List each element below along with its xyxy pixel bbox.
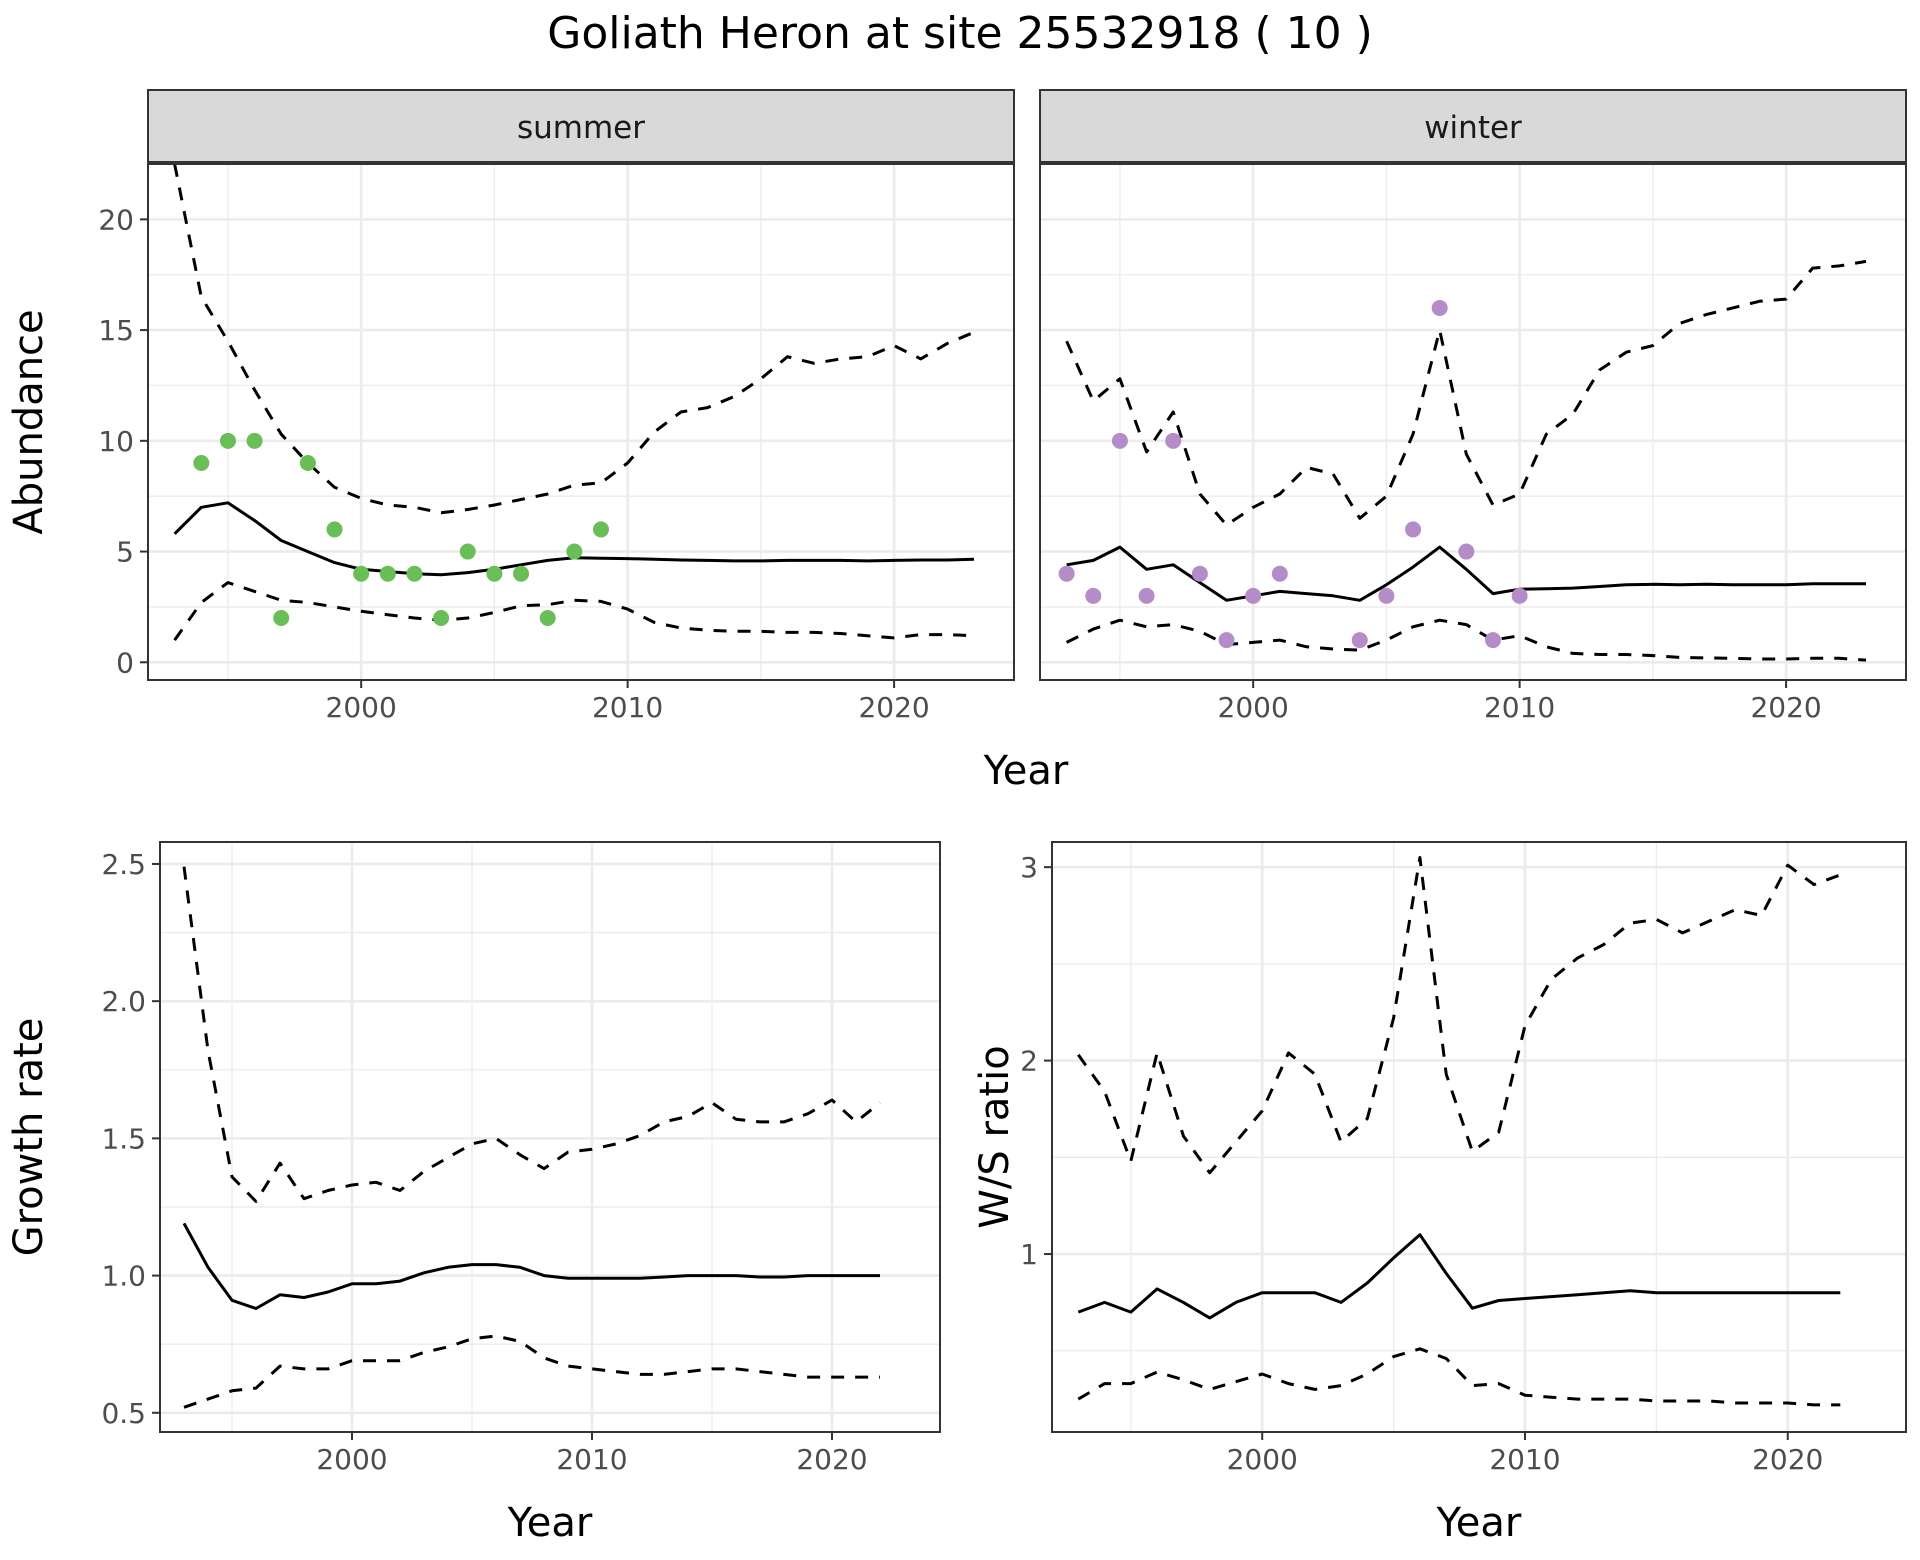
abundance-summer-data-point [539,609,556,626]
ws-ratio-x-axis-title: Year [1436,1500,1522,1546]
abundance-summer-data-point [246,432,263,449]
abundance-winter-data-point [1458,543,1475,560]
abundance-summer-y-tick-label: 5 [116,536,134,569]
abundance-summer-x-tick-label: 2010 [592,691,663,724]
abundance-summer-data-point [406,565,423,582]
ws-ratio-x-tick-label: 2000 [1227,1443,1298,1476]
abundance-winter-data-point [1351,632,1368,649]
abundance-winter-mean-line [1066,545,1866,602]
ws-ratio-y-tick-label: 3 [1020,851,1038,884]
ws-ratio-x-tick-label: 2020 [1752,1443,1823,1476]
abundance-summer-data-point [592,521,609,538]
abundance-winter-data-point [1138,587,1155,604]
abundance-winter-data-point [1191,565,1208,582]
ws-ratio-lower-line [1077,1347,1841,1407]
abundance-summer-data-point [326,521,343,538]
abundance-summer-data-point [459,543,476,560]
growth-rate-lower-line [183,1334,880,1409]
abundance-summer-data-point [353,565,370,582]
abundance-winter-data-point [1378,587,1395,604]
abundance-summer-data-point [273,609,290,626]
abundance-summer-data-point [486,565,503,582]
growth-rate-y-tick-label: 1.5 [101,1122,146,1155]
abundance-summer-y-tick-label: 10 [98,425,134,458]
abundance-winter-data-point [1111,432,1128,449]
abundance-winter-upper-line [1065,259,1867,527]
abundance-winter-data-point [1058,565,1075,582]
growth-rate-y-tick-label: 1.0 [101,1260,146,1293]
ws-ratio-panel-border [1051,841,1907,1433]
abundance-winter-data-point [1085,587,1102,604]
abundance-summer-data-point [299,454,316,471]
abundance-summer-panel-background [148,164,1014,680]
abundance-summer-x-tick-label: 2020 [858,691,929,724]
abundance-chart: summer 2000 2010 2020 0 5 10 15 20 winter 2000 2010… [6,89,1907,794]
abundance-winter-x-tick-label: 2000 [1218,691,1289,724]
growth-rate-chart: 2000 2010 2020 0.5 1.0 1.5 2.0 2.5 Year Growth ra… [6,841,941,1546]
growth-rate-panel-border [159,841,941,1433]
growth-rate-x-axis-title: Year [507,1500,593,1546]
growth-rate-upper-line [182,866,881,1203]
growth-rate-x-tick-label: 2020 [796,1443,867,1476]
figure-title: Goliath Heron at site 25532918 ( 10 ) [547,8,1373,59]
ws-ratio-x-tick-label: 2010 [1489,1443,1560,1476]
abundance-summer-data-point [193,454,210,471]
abundance-summer-panel-border [147,163,1015,681]
abundance-summer-strip-label: summer [517,110,645,146]
abundance-summer-strip [147,89,1015,163]
ws-ratio-y-tick-label: 2 [1020,1045,1038,1078]
abundance-winter-data-point [1271,565,1288,582]
abundance-summer-data-point [219,432,236,449]
abundance-winter-data-point [1484,632,1501,649]
abundance-summer-y-tick-label: 20 [98,203,134,236]
growth-rate-panel-background [160,842,940,1432]
growth-rate-y-tick-label: 2.0 [101,985,146,1018]
abundance-winter-lower-line [1065,618,1867,662]
abundance-summer-data-point [566,543,583,560]
growth-rate-x-tick-label: 2000 [316,1443,387,1476]
growth-rate-y-tick-label: 2.5 [101,848,146,881]
growth-rate-y-axis-title: Growth rate [6,1018,52,1257]
ws-ratio-panel-background [1052,842,1906,1432]
abundance-winter-x-tick-label: 2020 [1750,691,1821,724]
abundance-winter-x-tick-label: 2010 [1484,691,1555,724]
abundance-x-axis-title: Year [983,748,1069,794]
abundance-summer-y-tick-label: 15 [98,314,134,347]
abundance-summer-y-tick-label: 0 [116,646,134,679]
abundance-summer-data-point [379,565,396,582]
ws-ratio-mean-line [1077,1233,1841,1320]
abundance-winter-panel-border [1039,163,1907,681]
ws-ratio-y-axis-title: W/S ratio [972,1045,1018,1228]
abundance-summer-data-point [433,609,450,626]
abundance-winter-strip-label: winter [1424,110,1522,146]
abundance-winter-data-point [1218,632,1235,649]
ws-ratio-chart: 2000 2010 2020 1 2 3 Year W/S ratio [972,841,1907,1546]
abundance-winter-panel-background [1040,164,1906,680]
abundance-y-axis-title: Abundance [6,309,52,534]
growth-rate-y-tick-label: 0.5 [101,1397,146,1430]
abundance-winter-data-point [1511,587,1528,604]
ws-ratio-y-tick-label: 1 [1020,1238,1038,1271]
abundance-summer-data-point [513,565,530,582]
abundance-winter-strip [1039,89,1907,163]
abundance-winter-data-point [1165,432,1182,449]
abundance-winter-data-point [1405,521,1422,538]
growth-rate-mean-line [182,1222,880,1310]
abundance-summer-lower-line [173,581,975,641]
growth-rate-x-tick-label: 2010 [556,1443,627,1476]
abundance-summer-x-tick-label: 2000 [326,691,397,724]
abundance-winter-data-point [1245,587,1262,604]
abundance-winter-data-point [1431,299,1448,316]
